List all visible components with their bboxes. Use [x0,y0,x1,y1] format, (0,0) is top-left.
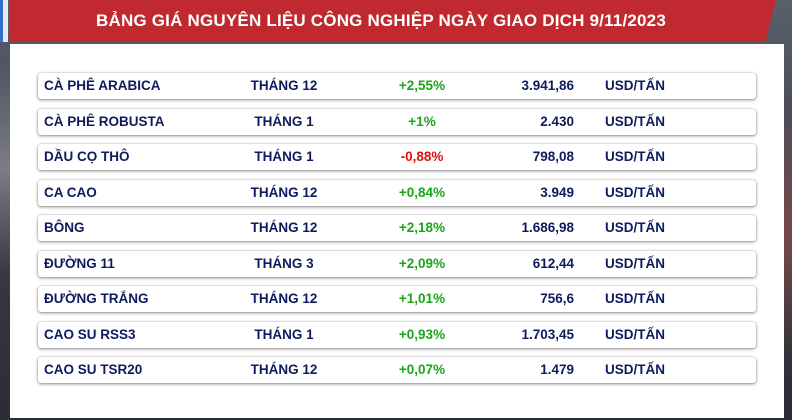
title-accent [0,0,8,42]
price-unit: USD/TẤN [605,255,665,271]
price-change: +2,18% [398,220,446,235]
commodity-name: CÀ PHÊ ROBUSTA [44,113,165,129]
commodity-name: ĐƯỜNG TRẮNG [44,291,149,306]
commodity-name: CAO SU TSR20 [44,362,143,377]
page-title: BẢNG GIÁ NGUYÊN LIỆU CÔNG NGHIỆP NGÀY GI… [95,11,666,30]
title-bar: BẢNG GIÁ NGUYÊN LIỆU CÔNG NGHIỆP NGÀY GI… [10,0,776,42]
price-unit: USD/TẤN [605,220,665,235]
contract-month: THÁNG 12 [250,184,318,200]
contract-month: THÁNG 12 [250,220,318,235]
contract-month: THÁNG 1 [254,326,314,342]
price-change: +1,01% [398,291,446,306]
contract-month: THÁNG 1 [254,113,314,129]
price-change: +0,07% [398,362,446,377]
price-value: 1.686,98 [521,220,574,235]
price-unit: USD/TẤN [605,78,665,93]
commodity-name: CA CAO [44,184,97,200]
contract-month: THÁNG 12 [250,362,318,377]
commodity-name: BÔNG [44,220,85,235]
contract-month: THÁNG 12 [250,291,318,306]
price-change: +2,09% [398,255,446,271]
price-change: +2,55% [398,78,446,93]
table-row: CAO SU RSS3 THÁNG 1 +0,93% 1.703,45 USD/TẤN [38,321,756,348]
price-unit: USD/TẤN [605,149,665,164]
commodity-name: DẦU CỌ THÔ [44,149,130,164]
contract-month: THÁNG 1 [254,149,314,164]
commodity-table: CÀ PHÊ ARABICA THÁNG 12 +2,55% 3.941,86 USD/… [38,73,756,393]
price-unit: USD/TẤN [605,362,665,377]
table-row: CA CAO THÁNG 12 +0,84% 3.949 USD/TẤN [38,179,756,206]
contract-month: THÁNG 12 [250,78,318,93]
commodity-name: ĐƯỜNG 11 [44,255,115,271]
commodity-name: CÀ PHÊ ARABICA [44,78,161,93]
table-row: ĐƯỜNG 11 THÁNG 3 +2,09% 612,44 USD/TẤN [38,250,756,277]
table-row: CÀ PHÊ ARABICA THÁNG 12 +2,55% 3.941,86 USD/… [38,73,756,99]
price-change: +0,93% [398,326,446,342]
price-change: +1% [408,113,436,129]
price-unit: USD/TẤN [605,113,665,129]
price-value: 2.430 [540,113,574,129]
title-accent-blue [0,0,3,42]
price-value: 1.703,45 [521,326,574,342]
price-value: 756,6 [540,291,574,306]
price-change: +0,84% [398,184,446,200]
price-value: 1.479 [540,362,574,377]
price-unit: USD/TẤN [605,326,665,342]
price-value: 3.941,86 [521,78,574,93]
price-unit: USD/TẤN [605,291,665,306]
table-row: BÔNG THÁNG 12 +2,18% 1.686,98 USD/TẤN [38,215,756,241]
price-unit: USD/TẤN [605,184,665,200]
table-panel: CÀ PHÊ ARABICA THÁNG 12 +2,55% 3.941,86 USD/… [10,44,784,418]
commodity-name: CAO SU RSS3 [44,326,136,342]
table-row: CÀ PHÊ ROBUSTA THÁNG 1 +1% 2.430 USD/TẤN [38,108,756,135]
table-row: ĐƯỜNG TRẮNG THÁNG 12 +1,01% 756,6 USD/TẤN [38,286,756,312]
price-value: 798,08 [532,149,574,164]
price-value: 3.949 [540,184,574,200]
price-value: 612,44 [532,255,574,271]
contract-month: THÁNG 3 [254,255,314,271]
price-change: -0,88% [400,149,444,164]
table-row: DẦU CỌ THÔ THÁNG 1 -0,88% 798,08 USD/TẤN [38,144,756,170]
table-row: CAO SU TSR20 THÁNG 12 +0,07% 1.479 USD/TẤN [38,357,756,383]
